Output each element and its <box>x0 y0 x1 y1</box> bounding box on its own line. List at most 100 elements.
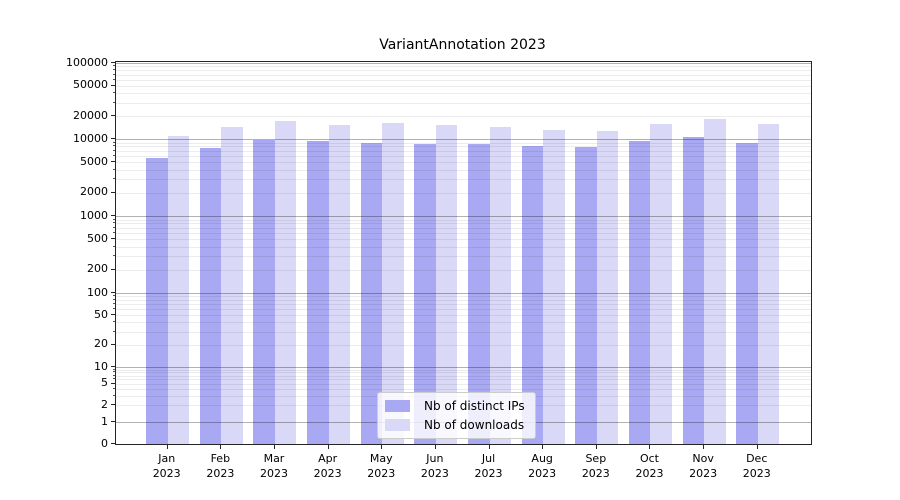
y-minor-tick-mark <box>113 378 115 380</box>
y-minor-tick-mark <box>113 394 115 396</box>
bar-distinct-ips-may <box>360 142 383 444</box>
x-tick-mark <box>273 445 275 449</box>
y-minor-tick-mark <box>113 308 115 310</box>
y-minor-tick-mark <box>113 69 115 71</box>
x-tick-label-sep: Sep 2023 <box>581 452 610 480</box>
y-minor-tick-mark <box>113 141 115 143</box>
y-tick-label-2: 2 <box>101 397 108 411</box>
bar-downloads-apr <box>328 124 351 444</box>
x-tick-mark <box>649 445 651 449</box>
bar-downloads-feb <box>221 126 243 444</box>
y-minor-tick-mark <box>113 255 115 257</box>
x-tick-label-aug: Aug 2023 <box>528 452 557 480</box>
bar-distinct-ips-nov <box>682 136 705 444</box>
y-tick-mark <box>111 161 115 163</box>
y-minor-tick-mark <box>113 226 115 228</box>
y-tick-label-0: 0 <box>101 436 108 450</box>
bar-downloads-mar <box>274 120 297 444</box>
y-tick-label-20: 20 <box>94 337 108 351</box>
legend-item-downloads: Nb of downloads <box>385 418 525 432</box>
y-minor-tick-mark <box>113 374 115 376</box>
x-tick-label-feb: Feb 2023 <box>206 452 235 480</box>
x-tick-label-mar: Mar 2023 <box>259 452 288 480</box>
x-tick-mark <box>756 445 758 449</box>
y-tick-mark <box>111 238 115 240</box>
y-minor-tick-mark <box>113 303 115 305</box>
bar-downloads-dec <box>757 123 780 444</box>
bar-distinct-ips-oct <box>628 140 651 444</box>
y-tick-mark <box>111 382 115 384</box>
chart-title: VariantAnnotation 2023 <box>379 37 546 53</box>
bar-downloads-nov <box>704 118 726 444</box>
bar-distinct-ips-apr <box>307 141 329 444</box>
y-minor-tick-mark <box>113 101 115 103</box>
y-tick-mark <box>111 404 115 406</box>
legend-swatch-downloads <box>385 419 410 431</box>
x-tick-mark <box>595 445 597 449</box>
y-minor-tick-mark <box>113 321 115 323</box>
x-tick-label-jul: Jul 2023 <box>474 452 503 480</box>
y-tick-mark <box>111 421 115 422</box>
x-tick-mark <box>488 445 490 449</box>
legend-swatch-distinct-ips <box>385 400 410 412</box>
x-tick-mark <box>166 445 168 449</box>
y-tick-mark <box>111 366 115 367</box>
x-tick-label-jan: Jan 2023 <box>152 452 181 480</box>
y-tick-label-1000: 1000 <box>80 208 108 222</box>
y-tick-mark <box>111 215 115 216</box>
y-minor-tick-mark <box>113 92 115 94</box>
y-tick-mark <box>111 138 115 139</box>
y-minor-tick-mark <box>113 78 115 80</box>
bar-distinct-ips-sep <box>575 146 597 444</box>
y-minor-tick-mark <box>113 218 115 220</box>
y-minor-tick-mark <box>113 295 115 297</box>
y-minor-tick-mark <box>113 155 115 157</box>
x-tick-label-oct: Oct 2023 <box>635 452 664 480</box>
y-tick-mark <box>111 84 115 86</box>
legend-label-downloads: Nb of downloads <box>424 418 525 432</box>
bar-distinct-ips-feb <box>199 147 222 444</box>
y-tick-mark <box>111 292 115 293</box>
y-tick-label-50000: 50000 <box>73 78 108 92</box>
bar-downloads-jun <box>435 125 458 444</box>
y-minor-tick-mark <box>113 245 115 247</box>
y-tick-mark <box>111 343 115 345</box>
x-tick-mark <box>327 445 329 449</box>
bar-distinct-ips-jan <box>146 157 168 444</box>
y-tick-mark <box>111 115 115 117</box>
y-tick-label-2000: 2000 <box>80 185 108 199</box>
x-tick-mark <box>381 445 383 449</box>
bar-downloads-jan <box>167 135 190 444</box>
bar-downloads-may <box>382 123 404 444</box>
x-tick-label-apr: Apr 2023 <box>313 452 342 480</box>
y-minor-tick-mark <box>113 371 115 373</box>
x-tick-label-may: May 2023 <box>367 452 396 480</box>
x-tick-mark <box>220 445 222 449</box>
y-minor-tick-mark <box>113 330 115 332</box>
legend-item-distinct-ips: Nb of distinct IPs <box>385 399 525 413</box>
y-tick-label-5: 5 <box>101 376 108 390</box>
bar-distinct-ips-jun <box>414 143 436 444</box>
y-tick-label-10: 10 <box>94 359 108 373</box>
x-tick-mark <box>703 445 705 449</box>
x-tick-mark <box>434 445 436 449</box>
x-tick-label-dec: Dec 2023 <box>742 452 771 480</box>
bar-downloads-jul <box>489 126 512 444</box>
y-minor-tick-mark <box>113 299 115 301</box>
bar-distinct-ips-mar <box>253 140 275 444</box>
legend-label-distinct-ips: Nb of distinct IPs <box>424 399 525 413</box>
y-tick-label-100: 100 <box>87 285 108 299</box>
bar-downloads-sep <box>596 130 619 444</box>
y-minor-tick-mark <box>113 222 115 224</box>
y-minor-tick-mark <box>113 145 115 147</box>
y-minor-tick-mark <box>113 368 115 370</box>
y-tick-mark <box>111 191 115 193</box>
plot-area <box>115 61 812 445</box>
y-tick-mark <box>111 443 115 444</box>
legend: Nb of distinct IPs Nb of downloads <box>377 392 536 439</box>
y-tick-label-500: 500 <box>87 231 108 245</box>
y-tick-mark <box>111 314 115 316</box>
y-tick-label-1: 1 <box>101 414 108 428</box>
y-tick-label-20000: 20000 <box>73 108 108 122</box>
